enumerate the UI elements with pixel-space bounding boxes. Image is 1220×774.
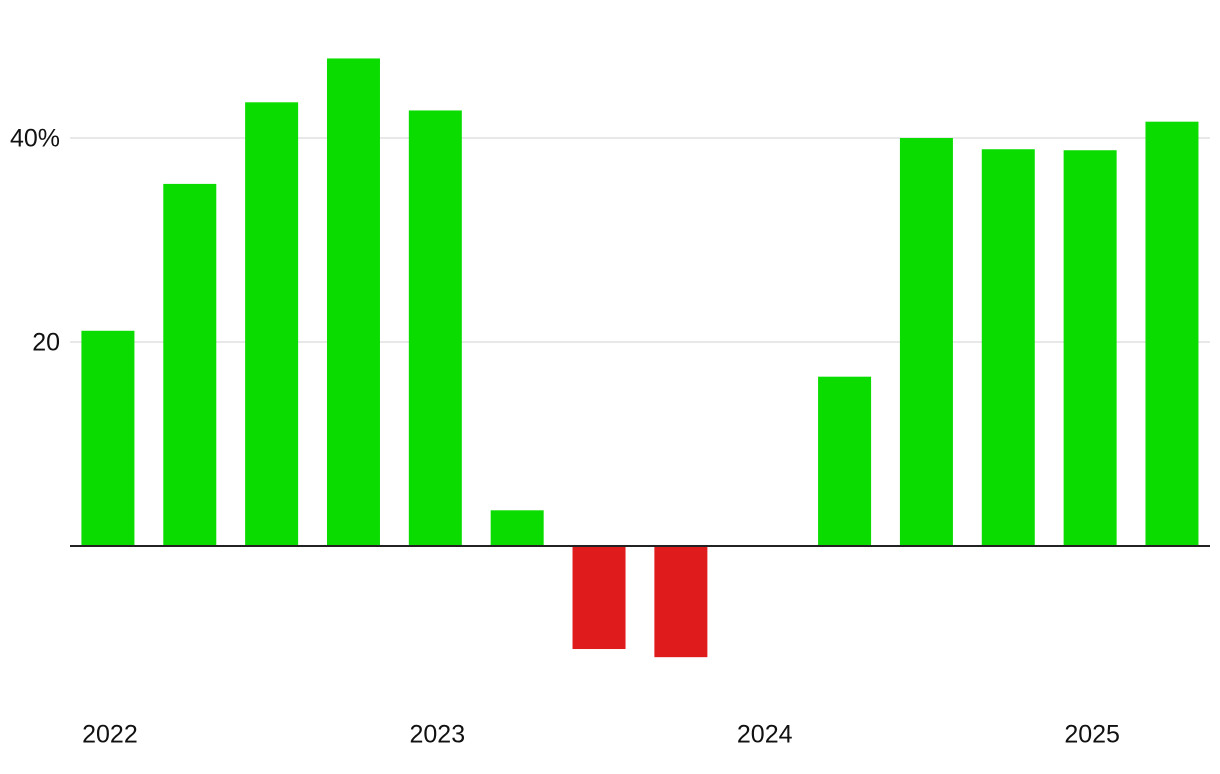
y-tick-label: 20	[32, 329, 60, 357]
bar	[326, 58, 380, 546]
x-tick-label: 2024	[737, 721, 793, 749]
bar	[654, 546, 708, 658]
bar	[408, 110, 462, 547]
bar	[1145, 121, 1199, 547]
y-tick-label: 40%	[10, 125, 60, 153]
bar	[981, 149, 1035, 546]
x-tick-label: 2023	[410, 721, 466, 749]
bar	[490, 510, 544, 546]
bar	[245, 102, 299, 547]
bar	[572, 546, 626, 650]
x-tick-label: 2022	[82, 721, 138, 749]
x-tick-label: 2025	[1064, 721, 1120, 749]
bar	[81, 330, 135, 546]
bar	[818, 376, 872, 546]
bar	[1063, 150, 1117, 547]
bar	[163, 183, 217, 546]
bar	[899, 138, 953, 546]
